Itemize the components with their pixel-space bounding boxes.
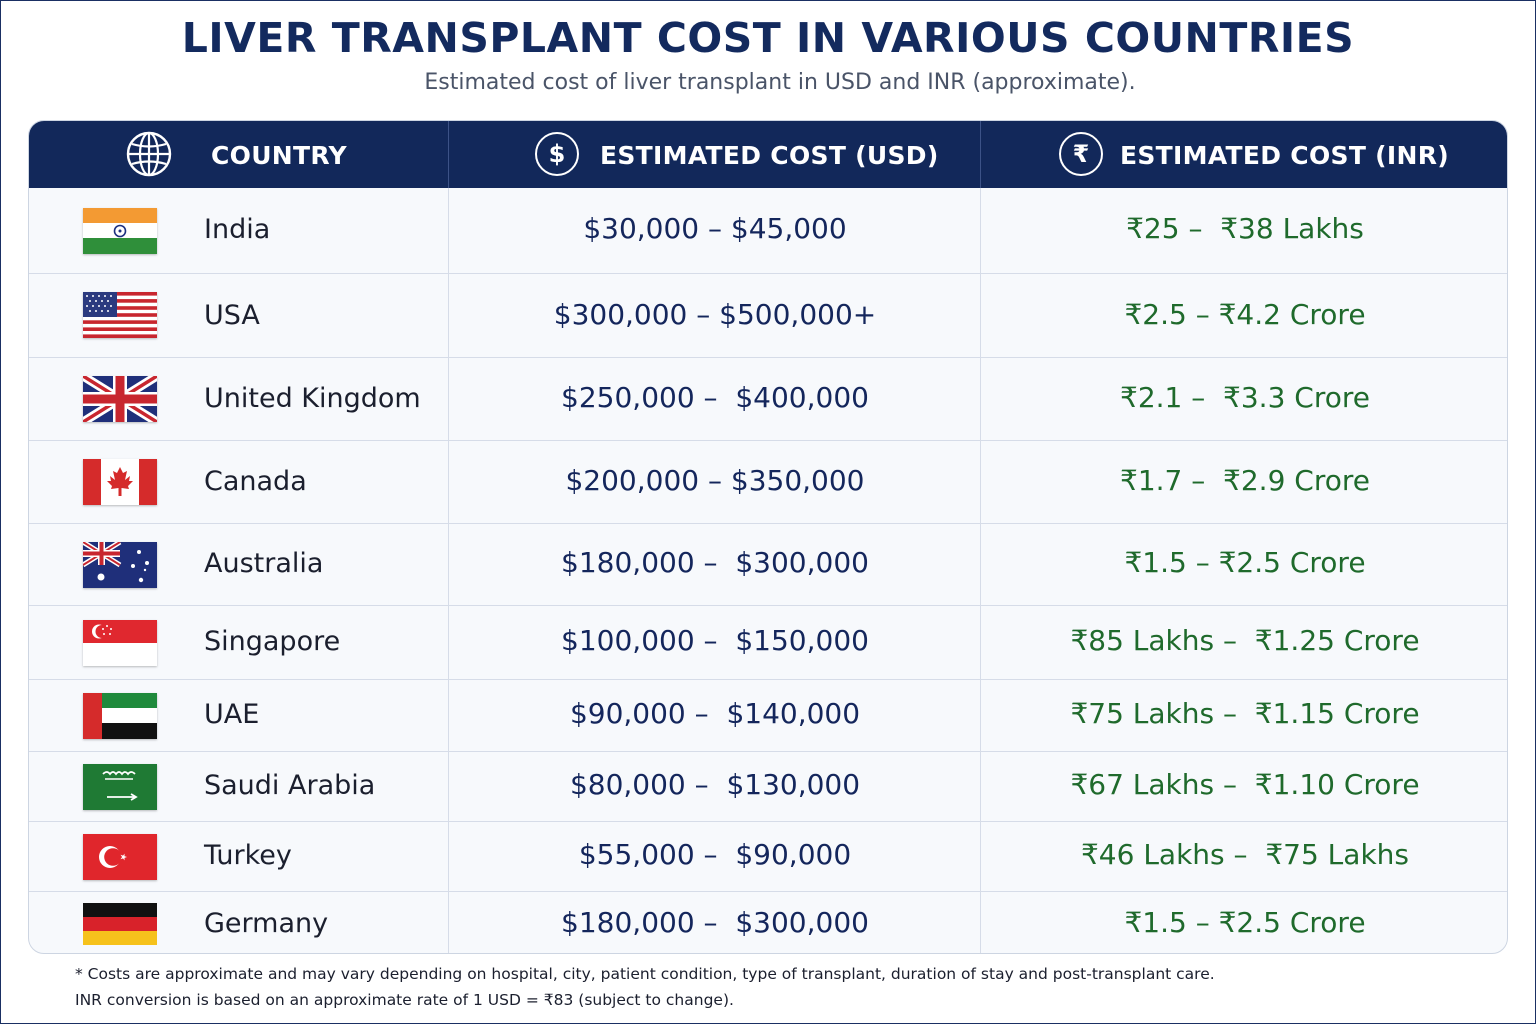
header-country-label: COUNTRY: [211, 141, 347, 170]
uae-flag-icon: [83, 693, 157, 739]
country-name: UAE: [204, 699, 260, 730]
turkey-flag-icon: [83, 834, 157, 880]
page-title: LIVER TRANSPLANT COST IN VARIOUS COUNTRI…: [181, 14, 1355, 62]
table-row: Singapore $100,000 – $150,000 ₹85 Lakhs …: [29, 605, 1507, 680]
singapore-flag-icon: [83, 620, 157, 666]
usd-cost: $180,000 – $300,000: [561, 906, 869, 939]
country-name: United Kingdom: [204, 383, 421, 414]
inr-cost: ₹1.5 – ₹2.5 Crore: [1124, 546, 1366, 579]
header-usd-label: ESTIMATED COST (USD): [600, 141, 939, 170]
inr-cost: ₹2.1 – ₹3.3 Crore: [1120, 381, 1370, 414]
header-usd: $ ESTIMATED COST (USD): [449, 121, 981, 188]
inr-cost: ₹75 Lakhs – ₹1.15 Crore: [1070, 697, 1420, 730]
country-name: Singapore: [204, 626, 341, 657]
table-row: Turkey $55,000 – $90,000 ₹46 Lakhs – ₹75…: [29, 821, 1507, 892]
footnote-conversion: INR conversion is based on an approximat…: [75, 991, 734, 1009]
table-row: Australia $180,000 – $300,000 ₹1.5 – ₹2.…: [29, 523, 1507, 606]
country-name: India: [204, 214, 271, 245]
header-inr-label: ESTIMATED COST (INR): [1120, 141, 1449, 170]
germany-flag-icon: [83, 903, 157, 949]
uk-flag-icon: [83, 376, 157, 422]
usd-cost: $80,000 – $130,000: [569, 768, 861, 801]
country-name: Saudi Arabia: [204, 770, 376, 801]
footnote-costs: * Costs are approximate and may vary dep…: [75, 965, 1215, 983]
column-divider: [980, 188, 981, 953]
usd-cost: $250,000 – $400,000: [561, 381, 869, 414]
inr-cost: ₹25 – ₹38 Lakhs: [1126, 212, 1364, 245]
header-divider: [448, 121, 449, 188]
table-header: COUNTRY $ ESTIMATED COST (USD) ₹ ESTIMAT…: [29, 121, 1507, 188]
inr-cost: ₹85 Lakhs – ₹1.25 Crore: [1070, 624, 1420, 657]
usa-flag-icon: [83, 292, 157, 338]
inr-cost: ₹1.5 – ₹2.5 Crore: [1124, 906, 1366, 939]
country-name: Turkey: [204, 840, 292, 871]
india-flag-icon: [83, 208, 157, 254]
header-country: COUNTRY: [29, 121, 449, 188]
country-name: USA: [204, 300, 260, 331]
canada-flag-icon: [83, 459, 157, 505]
header-inr: ₹ ESTIMATED COST (INR): [981, 121, 1507, 188]
table-row: Saudi Arabia $80,000 – $130,000 ₹67 Lakh…: [29, 751, 1507, 822]
table-row: India $30,000 – $45,000 ₹25 – ₹38 Lakhs: [29, 188, 1507, 273]
table-row: Canada $200,000 – $350,000 ₹1.7 – ₹2.9 C…: [29, 440, 1507, 524]
column-divider: [448, 188, 449, 953]
inr-cost: ₹1.7 – ₹2.9 Crore: [1120, 464, 1370, 497]
inr-cost: ₹46 Lakhs – ₹75 Lakhs: [1080, 838, 1409, 871]
dollar-icon: $: [535, 132, 579, 176]
usd-cost: $90,000 – $140,000: [569, 697, 861, 730]
usd-cost: $100,000 – $150,000: [561, 624, 869, 657]
usd-cost: $55,000 – $90,000: [578, 838, 852, 871]
australia-flag-icon: [83, 542, 157, 588]
header-divider: [980, 121, 981, 188]
usd-cost: $30,000 – $45,000: [583, 212, 847, 245]
table-row: UAE $90,000 – $140,000 ₹75 Lakhs – ₹1.15…: [29, 679, 1507, 752]
rupee-icon: ₹: [1059, 132, 1103, 176]
usd-cost: $300,000 – $500,000+: [553, 298, 877, 331]
table-row: USA $300,000 – $500,000+ ₹2.5 – ₹4.2 Cro…: [29, 273, 1507, 358]
saudi-arabia-flag-icon: [83, 764, 157, 810]
inr-cost: ₹2.5 – ₹4.2 Crore: [1124, 298, 1366, 331]
globe-icon: [126, 131, 172, 177]
table-row: United Kingdom $250,000 – $400,000 ₹2.1 …: [29, 357, 1507, 441]
usd-cost: $200,000 – $350,000: [565, 464, 865, 497]
usd-cost: $180,000 – $300,000: [561, 546, 869, 579]
inr-cost: ₹67 Lakhs – ₹1.10 Crore: [1070, 768, 1420, 801]
country-name: Germany: [204, 908, 329, 939]
page-subtitle: Estimated cost of liver transplant in US…: [424, 70, 1136, 95]
cost-table: COUNTRY $ ESTIMATED COST (USD) ₹ ESTIMAT…: [28, 120, 1508, 954]
country-name: Australia: [204, 548, 324, 579]
country-name: Canada: [204, 466, 307, 497]
table-row: Germany $180,000 – $300,000 ₹1.5 – ₹2.5 …: [29, 891, 1507, 953]
